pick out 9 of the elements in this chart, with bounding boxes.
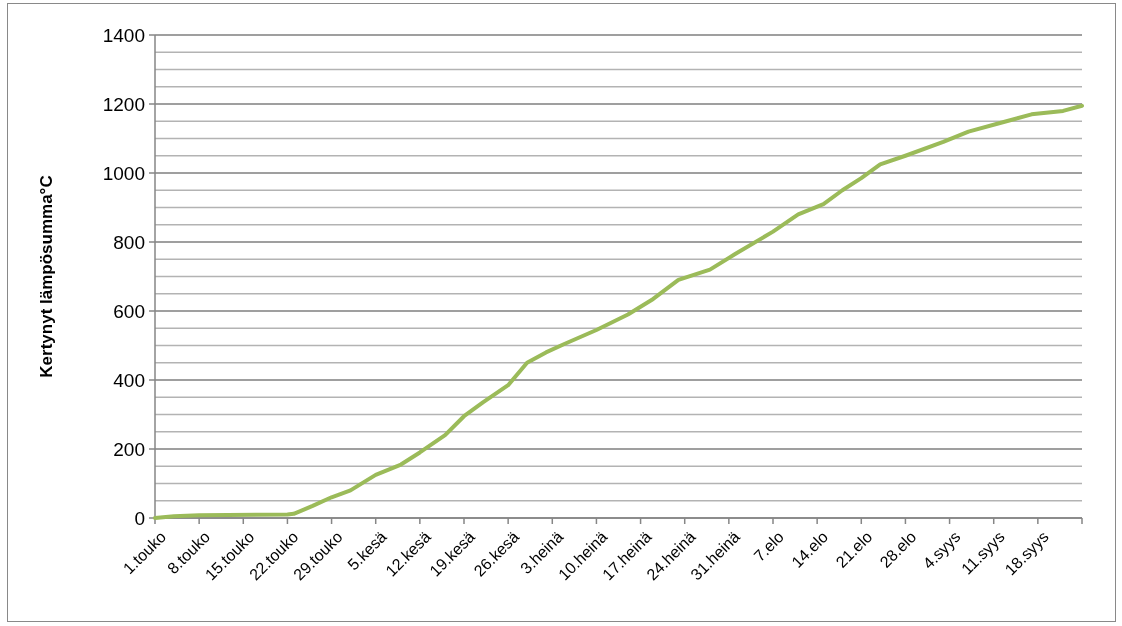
- y-tick-label: 0: [134, 507, 145, 529]
- y-tick-label: 200: [113, 438, 145, 460]
- y-axis-title: Kertynyt lämpösumma°C: [37, 175, 56, 378]
- y-tick-label: 600: [113, 300, 145, 322]
- y-tick-label: 1000: [102, 162, 145, 184]
- y-tick-label: 1200: [102, 93, 145, 115]
- y-tick-label: 400: [113, 369, 145, 391]
- y-tick-label: 1400: [102, 24, 145, 46]
- y-tick-label: 800: [113, 231, 145, 253]
